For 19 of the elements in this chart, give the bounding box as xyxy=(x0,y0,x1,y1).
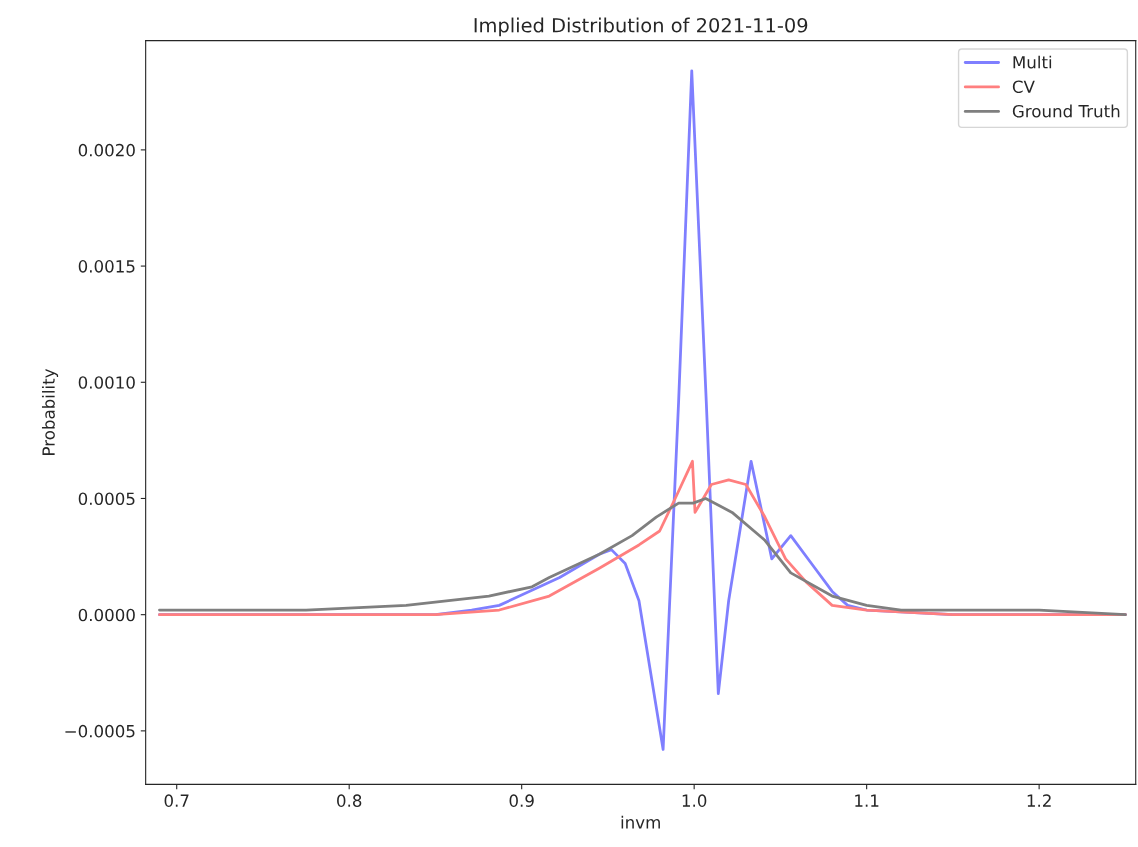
y-tick-label: 0.0010 xyxy=(78,376,135,389)
y-tick-label: −0.0005 xyxy=(65,724,135,738)
y-tick-label: 0.0020 xyxy=(78,143,135,157)
x-axis-title: invm xyxy=(621,815,660,829)
chart-title: Implied Distribution of 2021-11-09 xyxy=(474,17,808,37)
y-axis-title: Probability xyxy=(41,368,59,455)
legend-label: Multi xyxy=(1013,55,1052,69)
line-series xyxy=(158,497,1127,617)
y-tick-label: 0.0000 xyxy=(78,608,135,622)
x-tick-label: 1.0 xyxy=(682,794,707,807)
legend-label: Ground Truth xyxy=(1012,104,1120,118)
x-tick-label: 1.2 xyxy=(1027,794,1051,807)
x-tick-label: 0.8 xyxy=(337,794,362,807)
x-tick-label: 0.9 xyxy=(509,794,534,807)
legend-label: CV xyxy=(1012,80,1035,94)
y-tick-label: 0.0015 xyxy=(78,260,135,273)
x-tick-label: 0.7 xyxy=(164,794,189,807)
y-tick-label: 0.0005 xyxy=(78,492,135,506)
x-tick-label: 1.1 xyxy=(855,794,879,807)
